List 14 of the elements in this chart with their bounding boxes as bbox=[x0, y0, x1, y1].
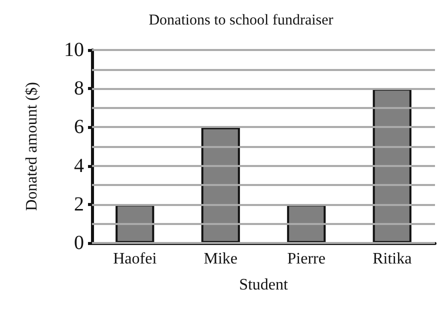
x-tick-label: Ritika bbox=[372, 250, 412, 268]
x-tick-label: Mike bbox=[204, 250, 238, 268]
y-tick-label: 8 bbox=[74, 78, 84, 100]
x-tick-label: Haofei bbox=[113, 250, 158, 268]
y-tick-label: 6 bbox=[74, 116, 84, 138]
y-tick-label: 10 bbox=[64, 39, 84, 61]
x-axis-title: Student bbox=[239, 276, 288, 294]
y-tick-label: 0 bbox=[74, 232, 84, 254]
y-tick-label: 2 bbox=[74, 193, 84, 216]
y-axis-title: Donated amount ($) bbox=[24, 82, 40, 211]
bar bbox=[201, 127, 240, 243]
chart-title: Donations to school fundraiser bbox=[148, 12, 334, 28]
x-tick-label: Pierre bbox=[287, 250, 326, 268]
y-tick-label: 4 bbox=[74, 154, 84, 177]
